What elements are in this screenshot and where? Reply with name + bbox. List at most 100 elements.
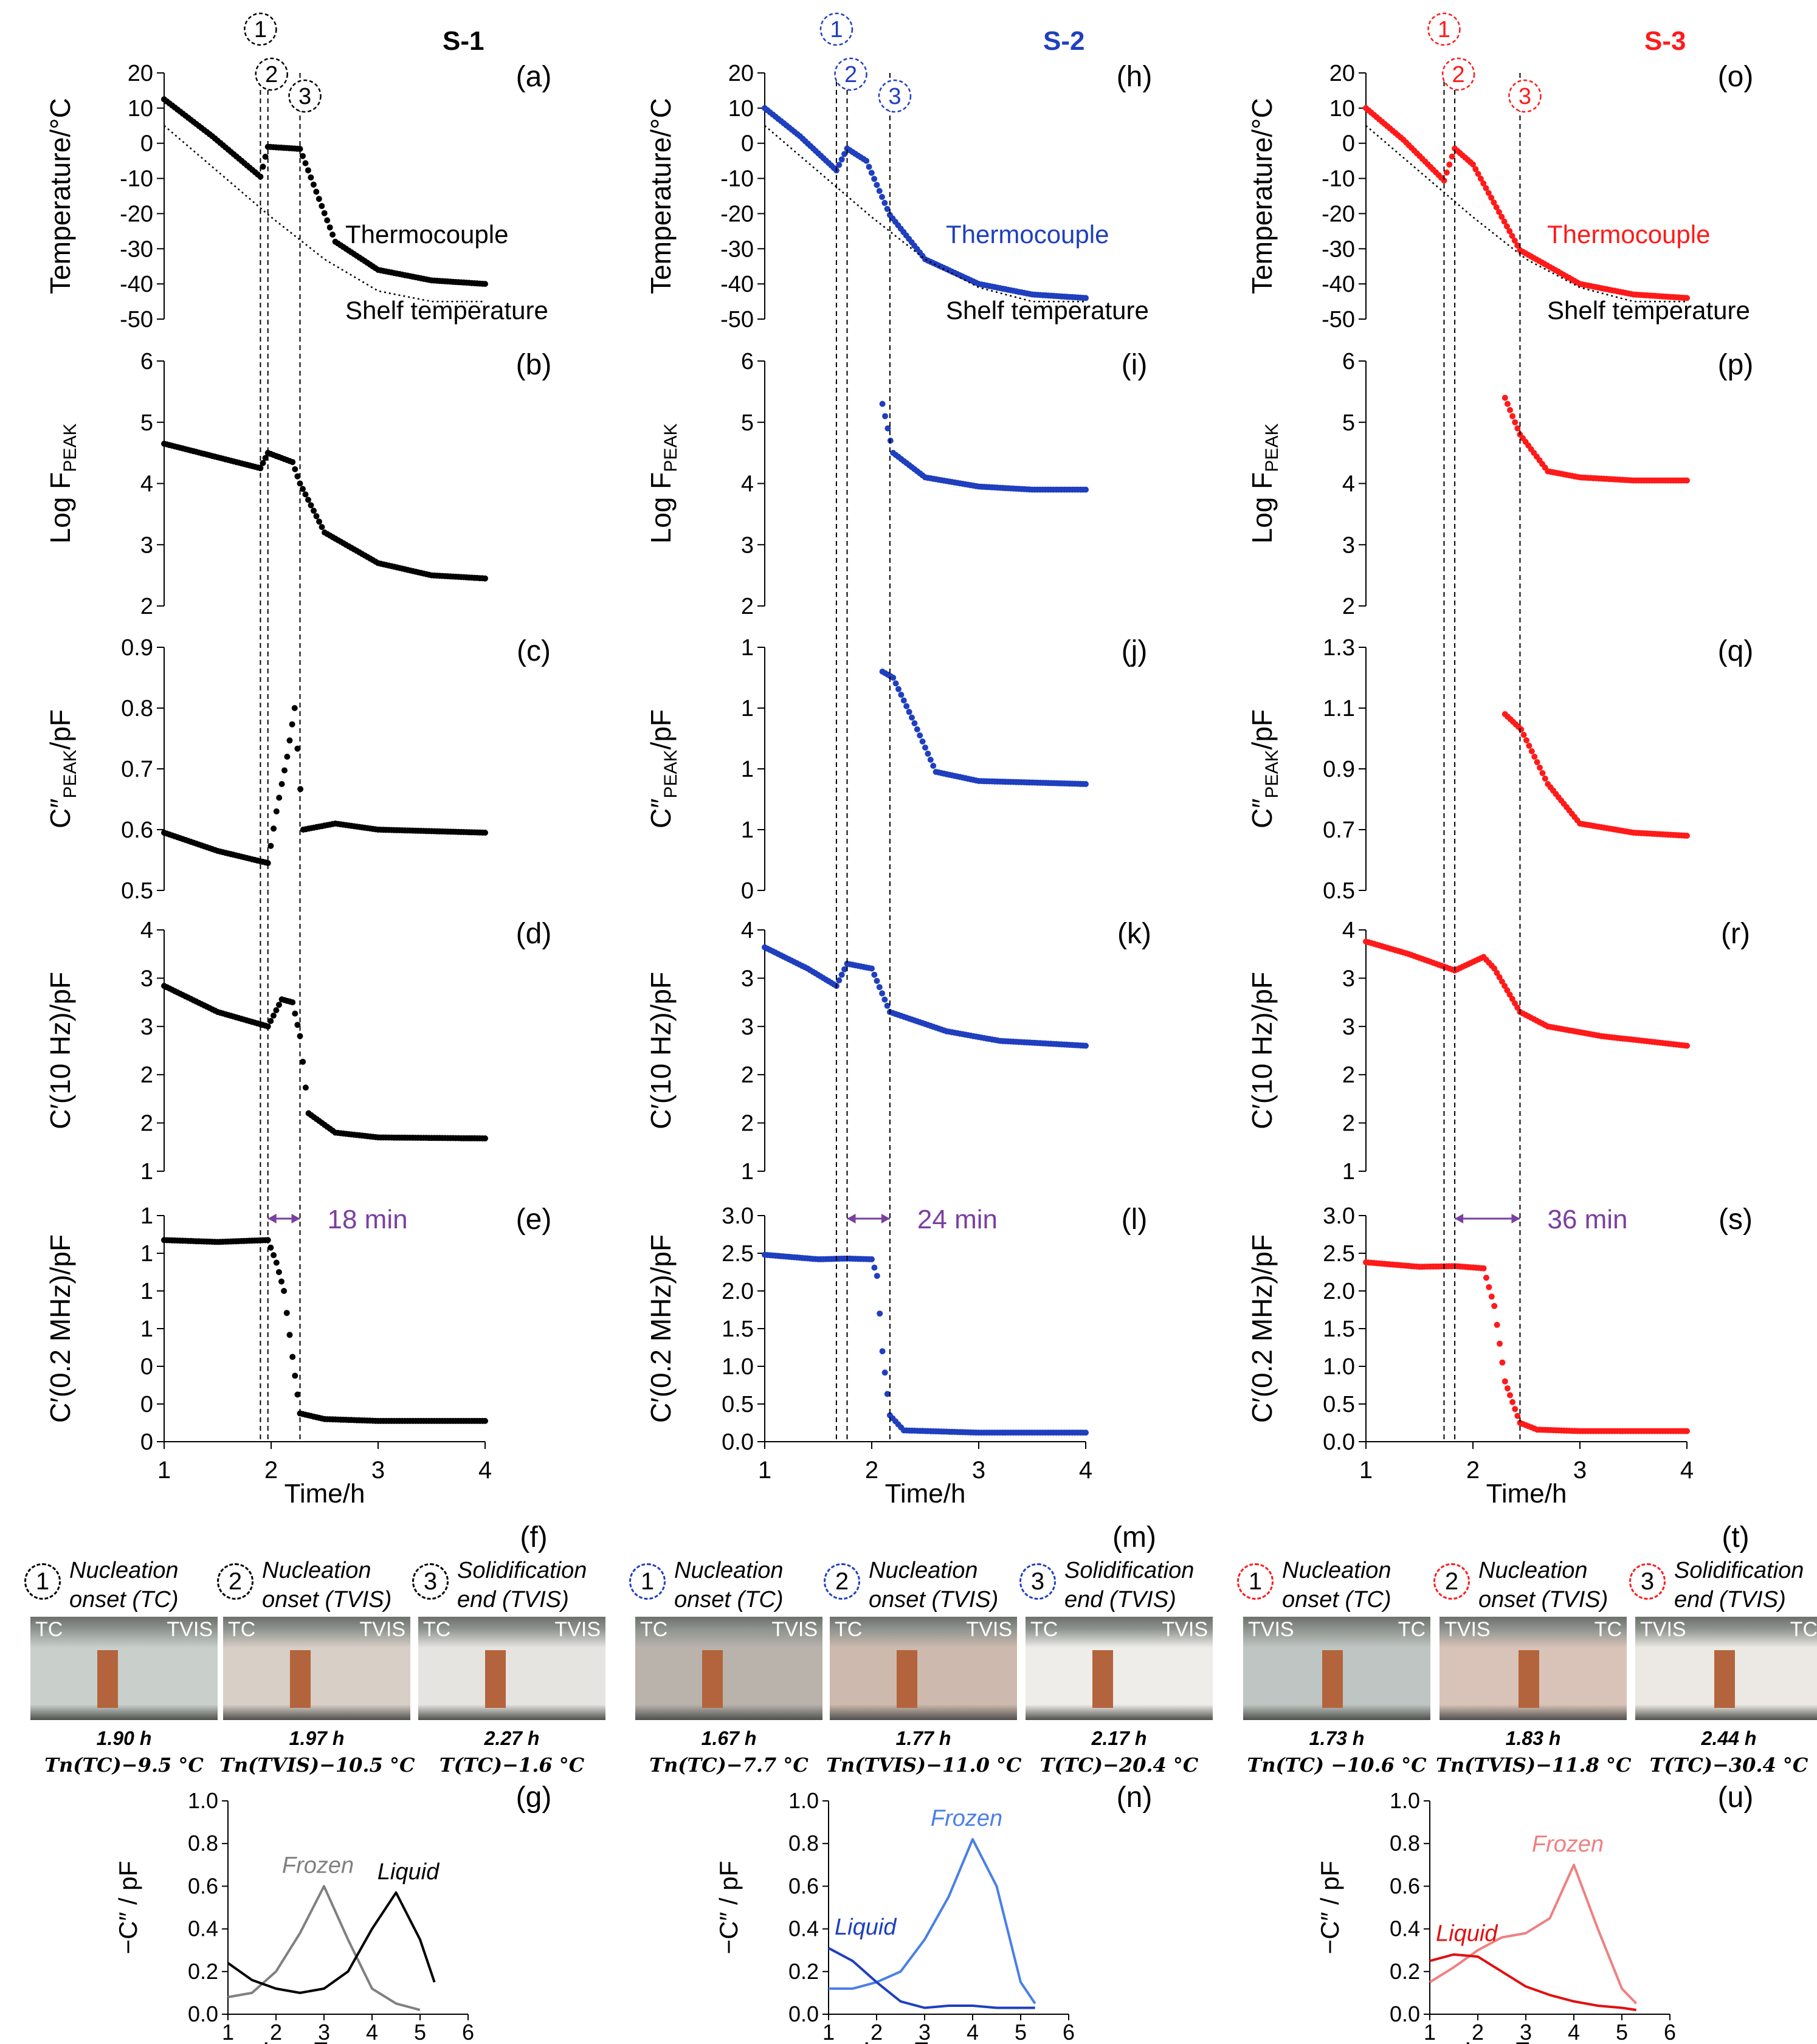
data-point (321, 210, 328, 216)
data-point (879, 990, 886, 997)
y-tick-label: 0.5 (722, 1392, 754, 1417)
data-point (836, 162, 843, 168)
data-point (1083, 781, 1089, 787)
data-point (1514, 242, 1521, 249)
data-point (1506, 228, 1513, 235)
data-point (1520, 732, 1527, 738)
data-point (1497, 1340, 1503, 1347)
y-axis-label: C′(10 Hz)/pF (44, 972, 76, 1129)
photo-caption: 2 Nucleation onset (TVIS) (217, 1556, 412, 1617)
y-tick-label: 1 (741, 635, 754, 661)
photo-condition: Tn(TVIS)−11.0 °C (826, 1753, 1022, 1777)
data-point (1684, 1428, 1690, 1434)
data-point (900, 697, 907, 704)
data-point (925, 751, 931, 757)
spectrum-y-tick-label: 1.0 (1390, 1788, 1420, 1813)
data-point (1499, 1359, 1506, 1366)
panel-letter: (c) (517, 635, 551, 667)
y-tick-label: 3 (1342, 532, 1355, 558)
data-point (291, 705, 298, 711)
y-tick-label: 1.0 (1323, 1354, 1355, 1380)
photo-time: 1.67 h (701, 1727, 757, 1749)
spectrum-y-axis-label: −C″ / pF (1315, 1861, 1344, 1955)
y-tick-label: 2 (1342, 594, 1355, 619)
photo-condition: Tn(TC)−7.7 °C (649, 1753, 809, 1777)
y-tick-label: 0.9 (1323, 757, 1355, 782)
event-marker (1441, 57, 1475, 91)
data-point (1503, 223, 1510, 230)
spectrum-x-tick-label: 2 (270, 2020, 282, 2044)
spectrum-series-label: Frozen (1532, 1831, 1604, 1857)
panel-letter: (a) (516, 61, 552, 93)
spectrum-x-axis-label: Log Frequency (263, 2037, 433, 2044)
caption-line-2: end (TVIS) (457, 1587, 569, 1612)
data-point (305, 167, 311, 174)
y-tick-label: -50 (720, 307, 754, 332)
y-tick-label: -40 (1322, 272, 1355, 297)
data-point (311, 508, 317, 514)
caption-line-2: end (TVIS) (1064, 1587, 1176, 1612)
y-axis-label: C′(0.2 MHz)/pF (1246, 1234, 1278, 1423)
spectrum-y-axis-label: −C″ / pF (114, 1861, 142, 1955)
spectrum-y-tick-label: 1.0 (788, 1788, 819, 1813)
data-point (292, 466, 298, 472)
y-tick-label: 2 (140, 594, 153, 619)
y-tick-label: 2 (140, 1111, 153, 1137)
caption-text: Nucleation onset (TVIS) (1478, 1556, 1608, 1614)
y-axis-label: C′(10 Hz)/pF (1246, 972, 1278, 1129)
data-point (267, 1244, 274, 1251)
data-point (879, 401, 886, 407)
x-tick-label: 3 (972, 1457, 985, 1484)
photo-condition: Tn(TC) −10.6 °C (1247, 1753, 1427, 1777)
spectrum-x-tick-label: 1 (1424, 2020, 1436, 2044)
data-point (283, 1310, 290, 1316)
caption-line-2: onset (TVIS) (869, 1587, 999, 1612)
data-point (1507, 1392, 1513, 1399)
caption-line-1: Nucleation (1282, 1558, 1391, 1583)
data-point (930, 763, 937, 769)
y-tick-label: 1.3 (1323, 635, 1355, 661)
y-tick-label: 5 (1342, 410, 1355, 436)
spectrum-y-tick-label: 0.4 (188, 1916, 218, 1941)
step-number-badge: 1 (24, 1563, 61, 1600)
data-point (308, 174, 314, 181)
y-axis-label: C′(0.2 MHz)/pF (44, 1234, 76, 1423)
data-point (324, 217, 331, 224)
data-point (1684, 1042, 1690, 1049)
y-axis-label: C′(10 Hz)/pF (645, 972, 677, 1129)
copper-electrode (97, 1650, 118, 1708)
photo-tag-left: TVIS (1444, 1618, 1491, 1641)
spectrum-x-tick-label: 3 (318, 2020, 330, 2044)
data-point (884, 205, 891, 212)
data-point (300, 486, 306, 492)
spectrum-y-tick-label: 0.6 (1390, 1873, 1420, 1898)
y-tick-label: 10 (128, 96, 153, 122)
spectrum-x-tick-label: 6 (1664, 2020, 1676, 2044)
spectrum-y-tick-label: 0.6 (788, 1873, 819, 1898)
y-tick-label: 1 (140, 1279, 153, 1304)
y-tick-label: 1 (140, 1203, 153, 1229)
data-point (841, 151, 848, 157)
panel-letter: (k) (1117, 918, 1151, 950)
data-point (1483, 185, 1489, 191)
data-point (1446, 161, 1453, 168)
data-point (909, 714, 915, 721)
copper-electrode (897, 1650, 917, 1708)
vial-photo: TVIS TC (1439, 1617, 1627, 1720)
data-point (1480, 180, 1487, 187)
data-point (919, 738, 926, 745)
data-point (1526, 743, 1533, 749)
photo-tag-right: TC (1594, 1618, 1622, 1641)
y-tick-label: 3 (140, 966, 153, 991)
y-tick-label: 2.0 (1323, 1279, 1355, 1304)
caption-text: Nucleation onset (TC) (1282, 1556, 1391, 1614)
span-arrow-head (291, 1214, 300, 1223)
photo-tag-left: TVIS (1248, 1618, 1294, 1641)
spectrum-x-tick-label: 5 (1616, 2020, 1628, 2044)
spectrum-x-tick-label: 6 (462, 2020, 474, 2044)
spectrum-x-tick-label: 1 (222, 2020, 234, 2044)
data-point (286, 1332, 293, 1338)
photo-condition: Tn(TVIS)−10.5 °C (219, 1753, 415, 1777)
spectrum-x-tick-label: 4 (1568, 2020, 1580, 2044)
photo-condition: Tn(TVIS)−11.8 °C (1436, 1753, 1632, 1777)
